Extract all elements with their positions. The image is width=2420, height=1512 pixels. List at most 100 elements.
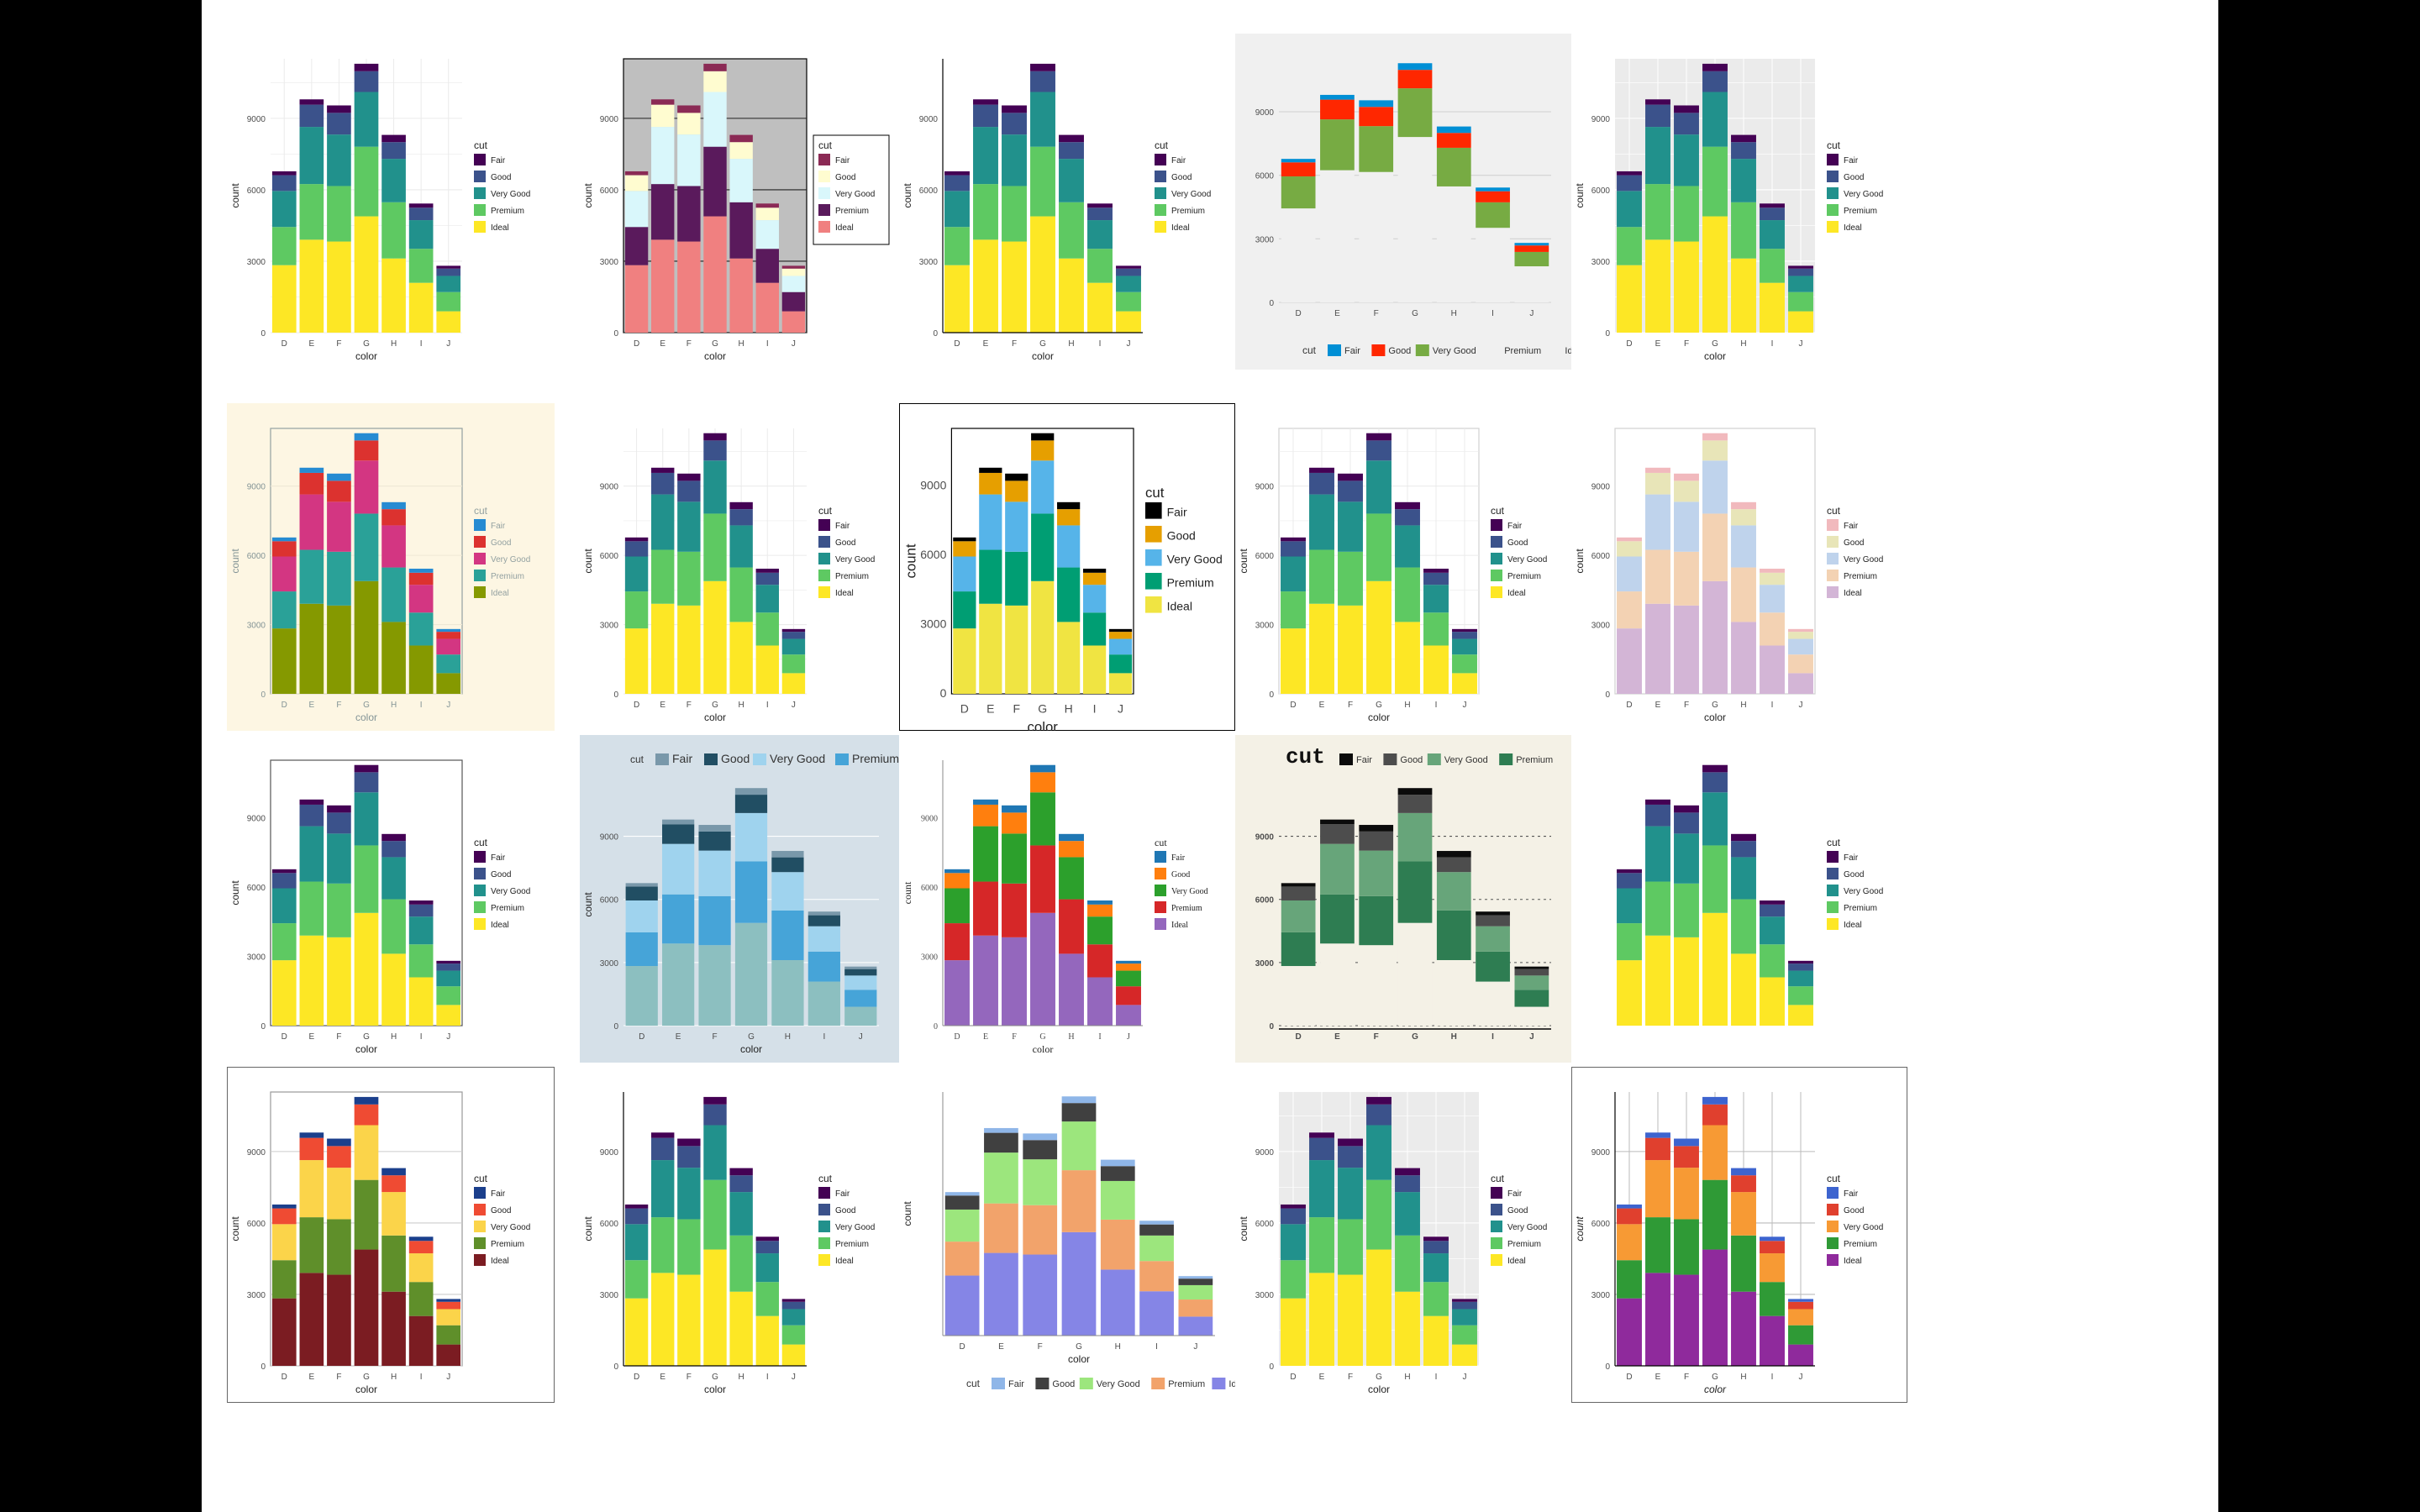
legend-label: Good xyxy=(1844,1206,1864,1215)
bar-F-very-good xyxy=(1005,501,1028,552)
y-axis-title: count xyxy=(1238,1216,1249,1242)
x-tick-label: F xyxy=(336,339,341,349)
bar-E-fair xyxy=(979,467,1002,473)
x-tick-label: I xyxy=(1099,339,1102,349)
legend-key xyxy=(474,851,486,863)
bar-D-fair xyxy=(1617,1204,1642,1209)
legend-label: Premium xyxy=(835,572,869,581)
bar-D-fair xyxy=(944,1192,980,1196)
legend-key xyxy=(1155,918,1166,930)
bar-F-fair xyxy=(677,473,701,481)
bar-H-very-good xyxy=(729,159,753,202)
x-tick-label: G xyxy=(1039,339,1046,349)
bar-F-fair xyxy=(327,473,351,481)
bar-H-fair xyxy=(1395,501,1420,510)
bar-F-ideal xyxy=(677,1274,701,1366)
bar-I-good xyxy=(755,572,779,585)
legend-key xyxy=(1827,1254,1839,1266)
legend-key xyxy=(818,553,830,564)
legend-key xyxy=(1827,868,1839,879)
bar-J-good xyxy=(1788,963,1813,971)
bar-G-fair xyxy=(1061,1096,1097,1104)
bar-E-ideal xyxy=(651,1273,675,1366)
bar-D-premium xyxy=(271,591,297,629)
bar-F-good xyxy=(1005,480,1028,502)
bar-F-fair xyxy=(677,1138,701,1147)
bar-H-ideal xyxy=(1731,622,1756,694)
legend-label: Ideal xyxy=(1844,223,1862,233)
bar-I-premium xyxy=(408,612,434,646)
legend-key xyxy=(1145,573,1162,590)
x-tick-label: J xyxy=(1463,1373,1467,1382)
y-axis-title: count xyxy=(902,881,913,904)
x-axis-title: color xyxy=(1028,719,1059,731)
legend-label: Very Good xyxy=(770,752,825,765)
bar-F-ideal xyxy=(1674,605,1699,694)
x-tick-label: E xyxy=(983,339,989,349)
bar-H-very-good xyxy=(1731,857,1756,900)
y-axis-title: count xyxy=(229,549,241,574)
x-tick-label: D xyxy=(281,701,287,710)
bar-D-fair xyxy=(624,537,649,542)
legend-label: Very Good xyxy=(1433,346,1476,356)
bar-F-good xyxy=(1002,812,1027,834)
x-tick-label: D xyxy=(960,701,969,715)
legend-label: Ideal xyxy=(1167,600,1192,613)
bar-E-fair xyxy=(651,467,675,473)
legend-label: Fair xyxy=(491,156,506,165)
x-tick-label: H xyxy=(391,1032,397,1042)
bar-J-very-good xyxy=(1788,970,1813,987)
legend-label: Ideal xyxy=(1565,346,1571,356)
legend-label: Good xyxy=(1844,173,1864,182)
bar-I-fair xyxy=(408,569,434,573)
bar-E-very-good xyxy=(651,1160,675,1218)
bar-H-ideal xyxy=(1731,1291,1756,1366)
x-tick-label: J xyxy=(792,701,796,710)
legend-label: Premium xyxy=(1507,1240,1541,1249)
bar-F-premium xyxy=(1005,551,1028,606)
bar-H-very-good xyxy=(1057,525,1081,568)
bar-I-good xyxy=(408,572,434,585)
legend-label: Premium xyxy=(491,904,524,913)
legend-label: Fair xyxy=(1844,853,1859,863)
x-tick-label: H xyxy=(1115,1342,1121,1352)
bar-J-good xyxy=(1788,632,1813,639)
y-tick-label: 3000 xyxy=(1255,1291,1275,1300)
x-tick-label: F xyxy=(1684,1373,1689,1382)
bar-D-very-good xyxy=(1281,176,1316,209)
bar-J-premium xyxy=(436,986,461,1005)
bar-H-very-good xyxy=(1059,159,1084,202)
legend-key xyxy=(474,918,486,930)
legend-label: Premium xyxy=(1844,207,1877,216)
legend-label: Premium xyxy=(491,1240,524,1249)
bar-G-premium xyxy=(734,861,768,923)
bar-F-good xyxy=(1359,107,1394,127)
bar-H-very-good xyxy=(1731,159,1756,202)
bar-D-premium xyxy=(1617,227,1642,265)
legend-key xyxy=(818,570,830,581)
bar-F-ideal xyxy=(1674,241,1699,333)
bar-I-fair xyxy=(1476,187,1510,192)
bar-J-very-good xyxy=(1116,276,1141,292)
bar-J-good xyxy=(1108,632,1133,639)
bar-H-good xyxy=(1731,841,1756,858)
bar-F-ideal xyxy=(1002,937,1027,1026)
bar-I-premium xyxy=(755,1282,779,1316)
bar-I-fair xyxy=(1760,1236,1785,1242)
bar-J-premium xyxy=(1788,986,1813,1005)
bar-J-fair xyxy=(781,628,806,633)
bar-H-very-good xyxy=(381,857,406,900)
bar-H-fair xyxy=(1731,1168,1756,1176)
bar-E-very-good xyxy=(984,1152,1018,1204)
legend-key xyxy=(474,154,486,165)
bar-D-very-good xyxy=(271,888,297,924)
bar-F-premium xyxy=(1674,186,1699,242)
x-tick-label: F xyxy=(1013,701,1020,715)
legend-key xyxy=(1827,901,1839,913)
bar-G-premium xyxy=(1030,845,1055,913)
bar-J-very-good xyxy=(1116,970,1141,987)
bar-F-very-good xyxy=(1002,833,1027,884)
legend-key xyxy=(1548,344,1562,356)
